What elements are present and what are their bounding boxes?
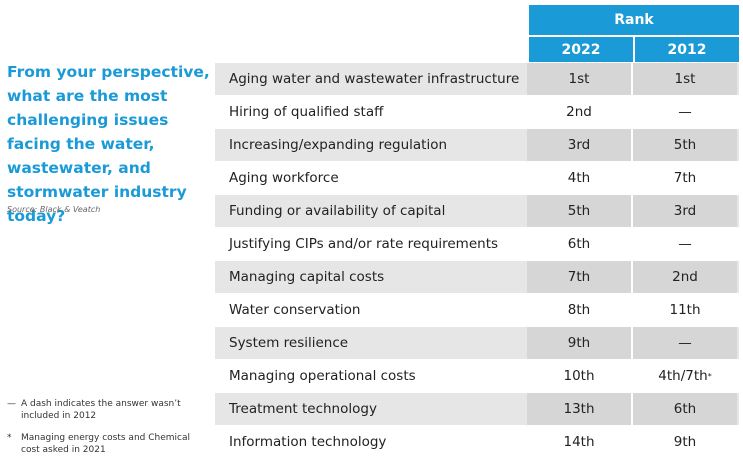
note-mark: *: [707, 371, 712, 381]
issue: Water conservation: [229, 302, 361, 318]
rank-2012: 2nd: [631, 261, 737, 293]
rank-2022: 13th: [527, 393, 631, 425]
issue: Aging water and wastewater infrastructur…: [229, 71, 520, 87]
rank-2012: 11th: [631, 294, 737, 326]
rank-value: 4th/7th: [658, 368, 708, 384]
rank-value: 7th: [673, 170, 697, 186]
footnote-text: A dash indicates the answer wasn’t inclu…: [21, 399, 181, 421]
table-row: Managing operational costs 10th 4th/7th *: [215, 360, 739, 392]
rank-2012: 9th: [631, 426, 737, 458]
column-header: 2022: [529, 37, 633, 62]
rank-2012: —: [631, 327, 737, 359]
rank-value: —: [678, 104, 692, 120]
rank-value: —: [678, 335, 692, 351]
rank-2022: 7th: [527, 261, 631, 293]
rank-2022: 5th: [527, 195, 631, 227]
footnote-symbol: *: [7, 433, 12, 443]
group-header: Rank: [529, 5, 739, 35]
rank-2012: 4th/7th *: [631, 360, 737, 392]
rank-2022: 1st: [527, 63, 631, 95]
footnote: — A dash indicates the answer wasn’t incl…: [7, 398, 207, 422]
rank-2012: 6th: [631, 393, 737, 425]
source: Source: Black & Veatch: [7, 205, 101, 214]
rank-2012: 7th: [631, 162, 737, 194]
rank-value: 2nd: [672, 269, 698, 285]
issue: Hiring of qualified staff: [229, 104, 384, 120]
rank-2022: 6th: [567, 236, 591, 252]
rank-value: —: [678, 236, 692, 252]
issue: Treatment technology: [229, 401, 377, 417]
issue: System resilience: [229, 335, 349, 351]
rank-value: 9th: [673, 434, 697, 450]
table-row: Increasing/expanding regulation 3rd 5th: [215, 129, 739, 161]
column-header: 2012: [635, 37, 739, 62]
rank-2012: 1st: [631, 63, 737, 95]
rank-2022: 2nd: [566, 104, 592, 120]
rank-2022: 9th: [527, 327, 631, 359]
table-row: Treatment technology 13th 6th: [215, 393, 739, 425]
rank-2022: 3rd: [527, 129, 631, 161]
table-row: Information technology 14th 9th: [215, 426, 739, 458]
rank-value: 3rd: [673, 203, 697, 219]
rank-value: 1st: [674, 71, 696, 87]
rank-2012: 3rd: [631, 195, 737, 227]
issue: Managing operational costs: [229, 368, 416, 384]
table-row: Hiring of qualified staff 2nd —: [215, 96, 739, 128]
table-row: Water conservation 8th 11th: [215, 294, 739, 326]
issue: Managing capital costs: [229, 269, 385, 285]
rank-2012: —: [631, 228, 737, 260]
rank-value: 6th: [673, 401, 697, 417]
table-row: Aging workforce 4th 7th: [215, 162, 739, 194]
question: From your perspective, what are the most…: [7, 63, 210, 225]
rank-2022: 8th: [567, 302, 591, 318]
issue: Justifying CIPs and/or rate requirements: [229, 236, 499, 252]
issue: Information technology: [229, 434, 387, 450]
rank-2022: 4th: [567, 170, 591, 186]
footnote-text: Managing energy costs and Chemical cost …: [21, 433, 190, 455]
table-row: Aging water and wastewater infrastructur…: [215, 63, 739, 95]
issue: Aging workforce: [229, 170, 339, 186]
issue: Increasing/expanding regulation: [229, 137, 448, 153]
table-row: Managing capital costs 7th 2nd: [215, 261, 739, 293]
rank-2022: 14th: [563, 434, 595, 450]
table-row: Justifying CIPs and/or rate requirements…: [215, 228, 739, 260]
rank-value: 5th: [673, 137, 697, 153]
footnote-symbol: —: [7, 399, 16, 409]
rank-value: 11th: [669, 302, 701, 318]
footnote: * Managing energy costs and Chemical cost…: [7, 432, 207, 456]
rank-2012: 5th: [631, 129, 737, 161]
rank-2012: —: [631, 96, 737, 128]
table-row: Funding or availability of capital 5th 3rd: [215, 195, 739, 227]
rank-2022: 10th: [563, 368, 595, 384]
table-row: System resilience 9th —: [215, 327, 739, 359]
issue: Funding or availability of capital: [229, 203, 446, 219]
